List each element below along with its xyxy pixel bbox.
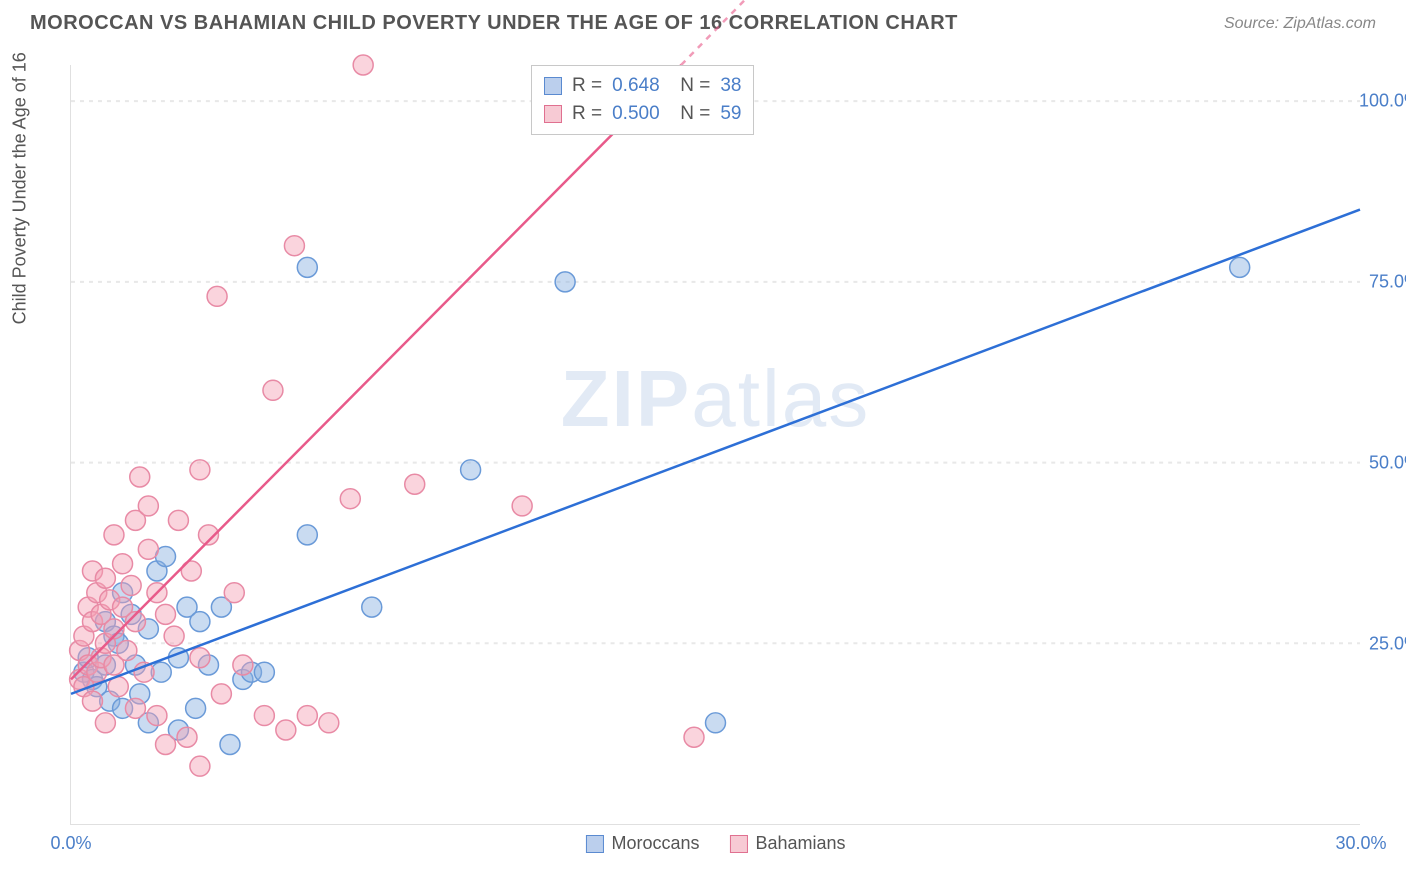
stat-r-label-2: R = [572,103,602,125]
scatter-points [70,55,1250,776]
stat-row-moroccans: R = 0.648 N = 38 [544,72,741,100]
stat-row-bahamians: R = 0.500 N = 59 [544,100,741,128]
legend-label-bahamians: Bahamians [755,833,845,854]
chart-header: MOROCCAN VS BAHAMIAN CHILD POVERTY UNDER… [0,0,1406,43]
x-tick-label: 30.0% [1335,833,1386,854]
legend-label-moroccans: Moroccans [611,833,699,854]
stat-n-label: N = [670,75,711,97]
y-tick-label: 50.0% [1369,453,1406,474]
y-axis-label: Child Poverty Under the Age of 16 [10,52,31,324]
swatch-blue-icon [544,77,562,95]
stat-r-label: R = [572,75,602,97]
swatch-pink-icon [544,105,562,123]
stat-r-value-bahamians: 0.500 [612,103,660,125]
legend-item-bahamians: Bahamians [729,833,845,854]
y-tick-label: 75.0% [1369,272,1406,293]
source-prefix: Source: [1224,15,1284,32]
plot-svg [71,65,1360,824]
stat-n-value-bahamians: 59 [720,103,741,125]
legend-swatch-pink-icon [729,835,747,853]
legend-item-moroccans: Moroccans [585,833,699,854]
stat-n-value-moroccans: 38 [720,75,741,97]
plot-area: ZIPatlas 25.0%50.0%75.0%100.0% 0.0%30.0%… [70,65,1360,825]
x-tick-label: 0.0% [50,833,91,854]
legend-bottom: Moroccans Bahamians [585,833,845,854]
y-tick-label: 100.0% [1359,91,1406,112]
legend-swatch-blue-icon [585,835,603,853]
chart-title: MOROCCAN VS BAHAMIAN CHILD POVERTY UNDER… [30,12,958,35]
source-attribution: Source: ZipAtlas.com [1224,15,1376,33]
chart-container: Child Poverty Under the Age of 16 ZIPatl… [55,55,1375,845]
stat-n-label-2: N = [670,103,711,125]
y-tick-label: 25.0% [1369,634,1406,655]
gridlines [71,101,1360,643]
correlation-stats-box: R = 0.648 N = 38 R = 0.500 N = 59 [531,65,754,135]
stat-r-value-moroccans: 0.648 [612,75,660,97]
source-name: ZipAtlas.com [1284,15,1376,32]
